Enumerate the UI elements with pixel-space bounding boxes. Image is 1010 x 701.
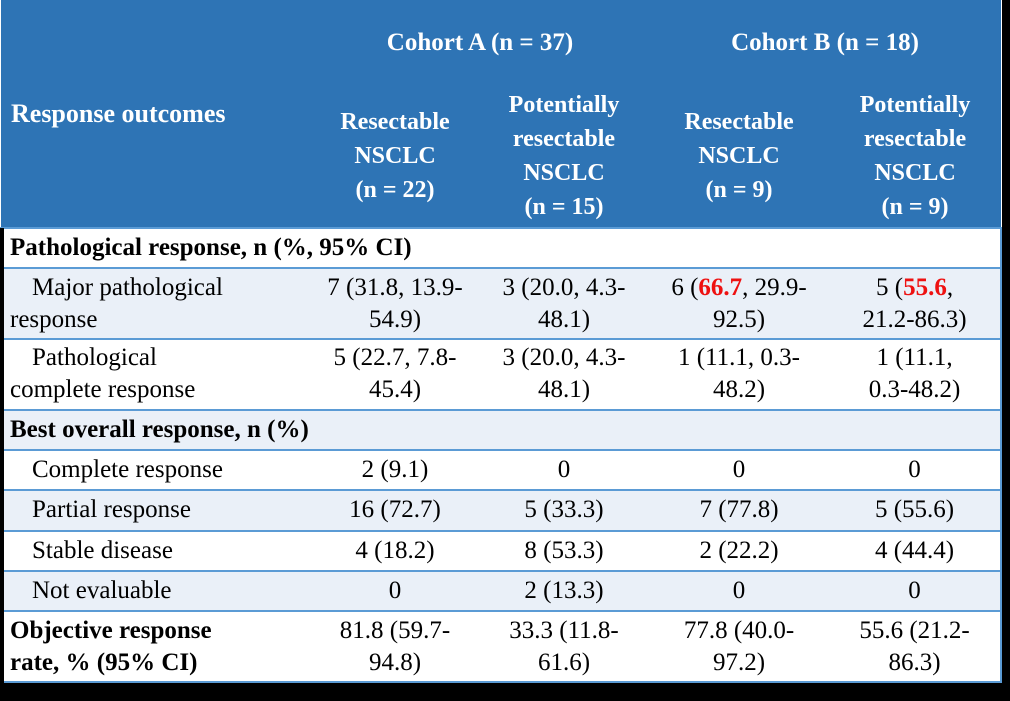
column-header-4: Potentially resectable NSCLC (n = 9) — [829, 85, 1002, 228]
value-cell: 77.8 (40.0- 97.2) — [649, 610, 830, 683]
cohort-header-row: Response outcomes Cohort A (n = 37) Coho… — [1, 0, 1002, 228]
value-cell: 2 (22.2) — [649, 529, 830, 572]
subheader-row: Resectable NSCLC (n = 22) Potentially res… — [1, 85, 1002, 228]
section-label: Best overall response, n (%) — [0, 408, 1003, 451]
value-cell: 1 (11.1, 0.3- 48.2) — [649, 337, 830, 411]
value-cell: 7 (31.8, 13.9- 54.9) — [311, 267, 479, 340]
table-body: Pathological response, n (%, 95% CI) Majo… — [0, 226, 1003, 683]
row-label: Complete response — [0, 448, 311, 492]
table-row: Pathological complete response 5 (22.7, 7… — [0, 337, 1003, 411]
section-row: Best overall response, n (%) — [0, 408, 1003, 451]
table-row: Partial response 16 (72.7) 5 (33.3) 7 (77.8… — [0, 489, 1003, 532]
value-cell: 16 (72.7) — [311, 489, 479, 532]
value-cell: 81.8 (59.7- 94.8) — [311, 610, 479, 683]
table-header: Response outcomes Cohort A (n = 37) Coho… — [1, 0, 1002, 228]
value-cell: 0 — [829, 569, 1003, 613]
row-label: Major pathological response — [0, 267, 311, 340]
value-cell: 6 (66.7, 29.9- 92.5) — [649, 267, 830, 340]
row-label: Objective response rate, % (95% CI) — [0, 610, 311, 683]
row-label: Pathological complete response — [0, 337, 311, 411]
column-header-3: Resectable NSCLC (n = 9) — [649, 85, 830, 228]
response-outcomes-table: Response outcomes Cohort A (n = 37) Coho… — [0, 0, 1003, 683]
value-cell: 7 (77.8) — [649, 489, 830, 532]
value-cell: 4 (18.2) — [311, 529, 479, 572]
table-row: Stable disease 4 (18.2) 8 (53.3) 2 (22.2) 4 … — [0, 529, 1003, 572]
highlighted-value: 55.6 — [903, 273, 947, 301]
value-cell: 2 (9.1) — [311, 448, 479, 492]
value-cell: 0 — [649, 448, 830, 492]
highlighted-value: 66.7 — [698, 273, 743, 301]
column-header-1: Resectable NSCLC (n = 22) — [311, 85, 479, 228]
value-cell: 1 (11.1, 0.3-48.2) — [829, 337, 1003, 411]
section-label: Pathological response, n (%, 95% CI) — [0, 226, 1003, 270]
column-header-2: Potentially resectable NSCLC (n = 15) — [479, 85, 650, 228]
section-row: Pathological response, n (%, 95% CI) — [0, 226, 1003, 270]
value-cell: 5 (55.6) — [829, 489, 1003, 532]
table-row: Complete response 2 (9.1) 0 0 0 — [0, 448, 1003, 492]
value-cell: 0 — [479, 448, 650, 492]
value-cell: 0 — [649, 569, 830, 613]
value-cell: 2 (13.3) — [479, 569, 650, 613]
value-cell: 5 (55.6, 21.2-86.3) — [829, 267, 1003, 340]
column-group-cohort-a: Cohort A (n = 37) — [311, 0, 650, 85]
value-cell: 0 — [311, 569, 479, 613]
value-cell: 3 (20.0, 4.3- 48.1) — [479, 337, 650, 411]
table-row: Major pathological response 7 (31.8, 13.9… — [0, 267, 1003, 340]
value-cell: 5 (33.3) — [479, 489, 650, 532]
value-cell: 0 — [829, 448, 1003, 492]
value-cell: 3 (20.0, 4.3- 48.1) — [479, 267, 650, 340]
value-cell: 5 (22.7, 7.8- 45.4) — [311, 337, 479, 411]
table-row: Not evaluable 0 2 (13.3) 0 0 — [0, 569, 1003, 613]
value-cell: 8 (53.3) — [479, 529, 650, 572]
value-cell: 55.6 (21.2- 86.3) — [829, 610, 1003, 683]
value-cell: 4 (44.4) — [829, 529, 1003, 572]
row-label: Partial response — [0, 489, 311, 532]
value-cell: 33.3 (11.8- 61.6) — [479, 610, 650, 683]
column-group-cohort-b: Cohort B (n = 18) — [649, 0, 1002, 85]
row-label: Stable disease — [0, 529, 311, 572]
column-header-response-outcomes: Response outcomes — [1, 0, 311, 228]
frame-left-edge — [0, 228, 4, 683]
table-row: Objective response rate, % (95% CI) 81.8 … — [0, 610, 1003, 683]
row-label: Not evaluable — [0, 569, 311, 613]
